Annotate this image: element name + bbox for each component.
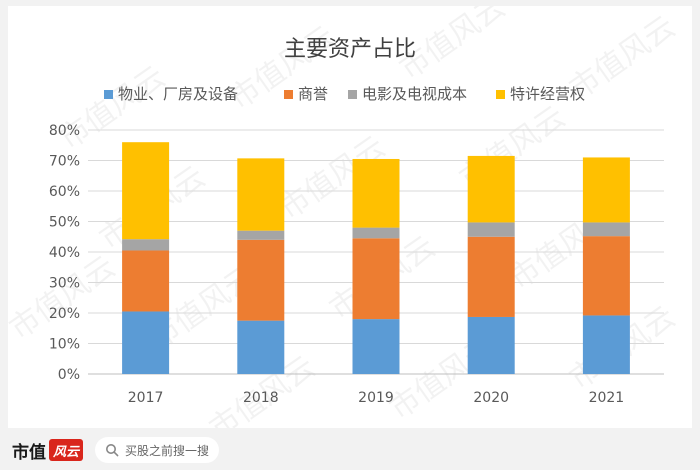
bar-2020-series-0 [467,316,515,374]
chart-title: 主要资产占比 [284,37,416,62]
y-tick-label-80: 80% [49,123,80,139]
x-axis: 2017 2018 2019 2020 2021 [128,390,624,406]
bar-2019-series-1 [352,238,400,320]
search-placeholder: 买股之前搜一搜 [125,443,210,458]
bar-2017-series-3 [122,142,170,240]
bar-2018-series-3 [237,158,285,231]
legend-swatch-2 [348,90,357,99]
x-tick-label-2018: 2018 [243,390,279,406]
legend-label-2: 电影及电视成本 [362,85,467,103]
legend-swatch-1 [284,90,293,99]
bar-2020-series-3 [467,155,515,223]
x-tick-label-2020: 2020 [473,390,509,406]
watermark-text: 市值风云 [8,249,122,346]
legend-swatch-0 [104,90,113,99]
y-tick-label-40: 40% [49,245,80,261]
bar-2020-series-1 [467,236,515,317]
bar-2017-series-0 [122,311,170,374]
bar-2019-series-2 [352,227,400,239]
bar-2021-series-2 [582,222,630,237]
brand-logo[interactable]: 市值 风云 [12,438,84,463]
y-tick-label-50: 50% [49,215,80,231]
legend-label-3: 特许经营权 [510,85,585,103]
bar-2021-series-0 [582,315,630,374]
bars [122,142,630,374]
brand-text: 市值 [12,442,46,463]
y-tick-label-20: 20% [49,306,80,322]
legend-label-0: 物业、厂房及设备 [118,85,238,103]
bar-2019-series-3 [352,158,400,228]
x-tick-label-2021: 2021 [589,390,625,406]
search-icon [106,444,119,457]
bar-2017-series-2 [122,239,170,251]
x-tick-label-2017: 2017 [128,390,164,406]
x-tick-label-2019: 2019 [358,390,394,406]
legend: 物业、厂房及设备 商誉 电影及电视成本 特许经营权 [104,85,585,103]
y-axis: 0% 10% 20% 30% 40% 50% 60% 70% 80% [49,123,80,383]
bar-2018-series-1 [237,239,285,321]
y-tick-label-70: 70% [49,154,80,170]
bar-2018-series-2 [237,230,285,240]
bar-2020-series-2 [467,222,515,237]
bar-2021-series-3 [582,157,630,223]
legend-label-1: 商誉 [298,85,328,103]
legend-swatch-3 [496,90,505,99]
footer-bar: 市值 风云 买股之前搜一搜 [0,430,700,470]
bar-2017-series-1 [122,250,170,312]
y-tick-label-60: 60% [49,184,80,200]
bar-2019-series-0 [352,319,400,374]
y-tick-label-30: 30% [49,276,80,292]
y-tick-label-0: 0% [58,367,80,383]
bar-2018-series-0 [237,320,285,374]
y-tick-label-10: 10% [49,337,80,353]
chart-card: 市值风云 市值风云 市值风云 市值风云 市值风云 市值风云 市值风云 市值风云 市值风云 市值风云… [8,6,692,428]
search-box[interactable]: 买股之前搜一搜 [95,437,220,463]
brand-mark: 风云 [49,439,84,461]
bar-2021-series-1 [582,236,630,316]
